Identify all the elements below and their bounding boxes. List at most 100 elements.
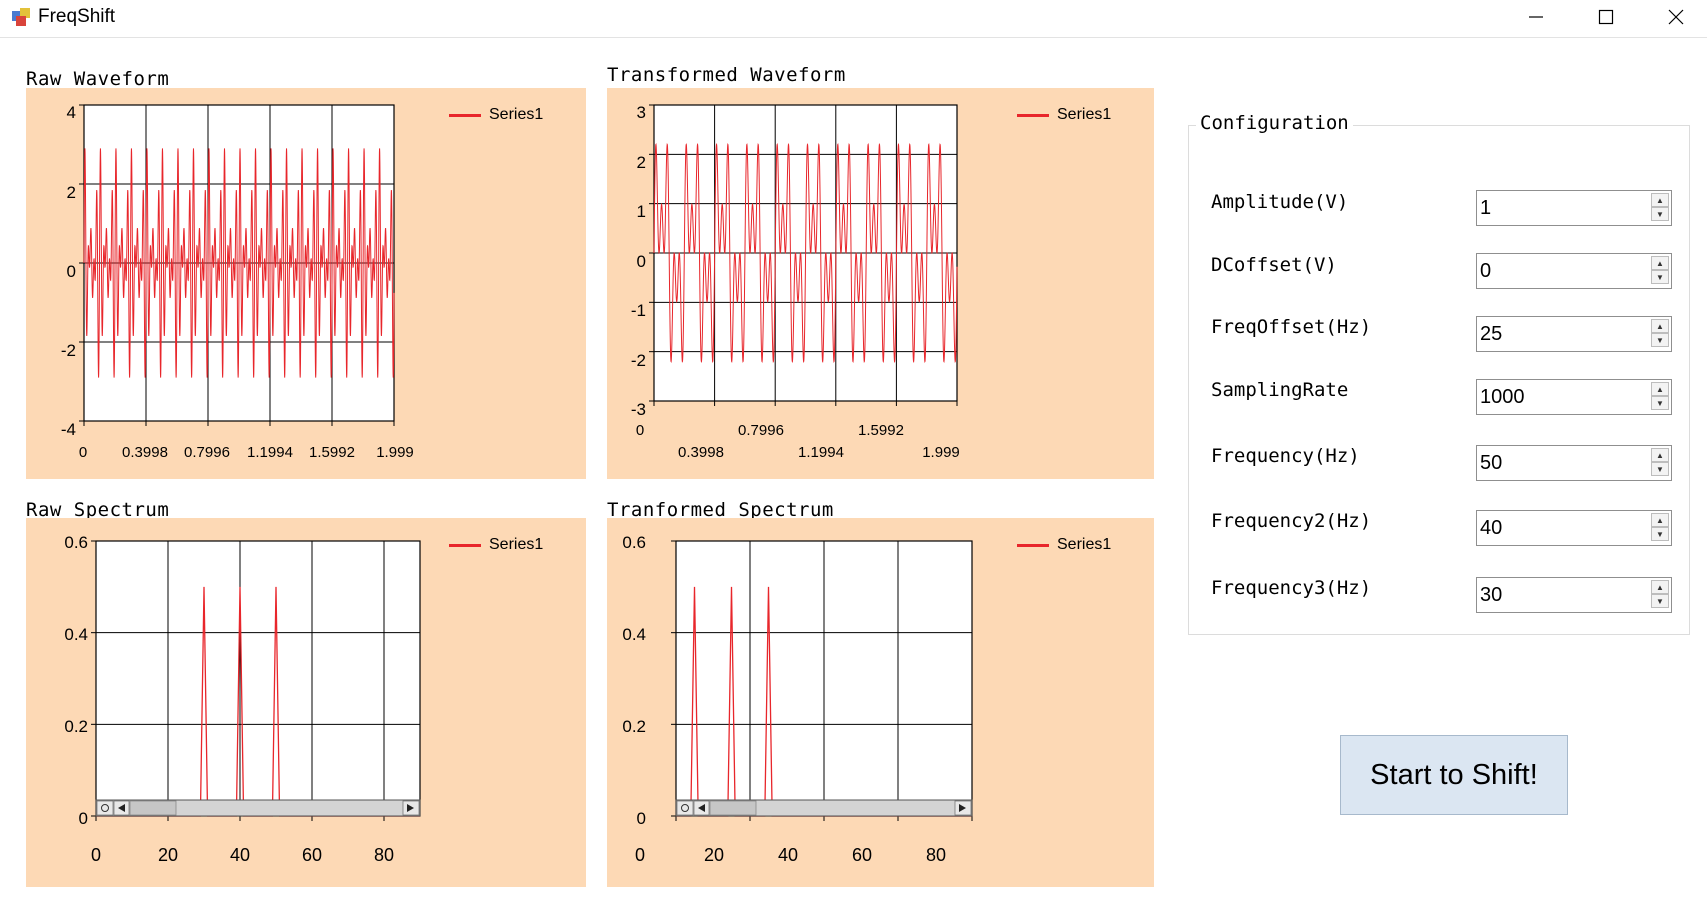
amplitude-label: Amplitude(V) xyxy=(1211,191,1349,213)
x-tick-label: 1.5992 xyxy=(309,444,355,461)
raw-waveform-caption: Raw Waveform xyxy=(26,68,170,90)
frequency-label: Frequency(Hz) xyxy=(1211,445,1360,467)
transformed-spectrum-caption: Tranformed Spectrum xyxy=(607,499,834,521)
x-tick-label: 0 xyxy=(78,444,88,461)
frequency3-label: Frequency3(Hz) xyxy=(1211,577,1372,599)
spin-up-icon[interactable]: ▲ xyxy=(1651,382,1669,396)
freqoffset-label: FreqOffset(Hz) xyxy=(1211,316,1372,338)
zoom-reset-icon xyxy=(96,800,114,816)
zoom-reset-icon xyxy=(681,804,689,812)
samplingrate-label: SamplingRate xyxy=(1211,379,1349,401)
y-tick-label: 0 xyxy=(78,809,88,828)
chart-legend: Series1 xyxy=(449,106,543,124)
raw-waveform-chart: 4 2 0 -2 -4 0 0.3998 0.7996 1.1994 1.599… xyxy=(26,88,586,479)
maximize-button[interactable] xyxy=(1576,0,1636,34)
title-bar: FreqShift xyxy=(0,0,1707,38)
series1-line xyxy=(653,143,958,363)
spin-down-icon[interactable]: ▼ xyxy=(1651,270,1669,284)
maximize-icon xyxy=(1598,9,1614,25)
y-tick-label: -2 xyxy=(630,351,646,370)
frequency2-label: Frequency2(Hz) xyxy=(1211,510,1372,532)
close-button[interactable] xyxy=(1646,0,1706,34)
freqoffset-value[interactable]: 25 xyxy=(1480,323,1503,345)
app-window-icon xyxy=(12,8,30,26)
y-tick-label: 0.2 xyxy=(64,717,88,736)
configuration-group xyxy=(1188,125,1690,635)
spin-up-icon[interactable]: ▲ xyxy=(1651,319,1669,333)
spin-down-icon[interactable]: ▼ xyxy=(1651,333,1669,347)
raw-spectrum-caption: Raw Spectrum xyxy=(26,499,170,521)
x-tick-label: 1.999 xyxy=(922,444,960,461)
x-tick-label: 20 xyxy=(157,845,179,865)
transformed-waveform-caption: Transformed Waveform xyxy=(607,64,846,86)
scroll-right-icon xyxy=(407,804,414,812)
start-to-shift-button[interactable]: Start to Shift! xyxy=(1340,735,1568,815)
minimize-icon xyxy=(1529,16,1543,18)
spin-down-icon[interactable]: ▼ xyxy=(1651,207,1669,221)
spin-up-icon[interactable]: ▲ xyxy=(1651,193,1669,207)
series1-line xyxy=(96,586,420,817)
scroll-thumb xyxy=(129,800,177,816)
x-tick-label: 60 xyxy=(301,845,323,865)
raw-spectrum-plot xyxy=(91,540,421,821)
spin-up-icon[interactable]: ▲ xyxy=(1651,513,1669,527)
x-tick-label: 1.999 xyxy=(376,444,414,461)
frequency3-value[interactable]: 30 xyxy=(1480,584,1503,606)
spin-up-icon[interactable]: ▲ xyxy=(1651,448,1669,462)
legend-label: Series1 xyxy=(489,536,544,553)
spin-down-icon[interactable]: ▼ xyxy=(1651,462,1669,476)
frequency2-value[interactable]: 40 xyxy=(1480,517,1503,539)
zoom-reset-icon xyxy=(676,800,694,816)
spin-down-icon[interactable]: ▼ xyxy=(1651,594,1669,608)
x-tick-label: 0 xyxy=(635,422,645,439)
legend-swatch xyxy=(449,543,481,547)
y-tick-label: 2 xyxy=(66,183,76,202)
configuration-title: Configuration xyxy=(1196,112,1353,134)
window-title: FreqShift xyxy=(38,6,116,27)
series1-line xyxy=(83,148,395,378)
y-tick-label: 0.6 xyxy=(64,533,88,552)
y-tick-label: 0.6 xyxy=(622,533,646,552)
samplingrate-spinbox[interactable]: 1000 ▲ ▼ xyxy=(1476,379,1672,415)
x-tick-label: 0 xyxy=(634,845,645,865)
frequency2-spinbox[interactable]: 40 ▲ ▼ xyxy=(1476,510,1672,546)
legend-label: Series1 xyxy=(1057,536,1112,553)
frequency-spinbox[interactable]: 50 ▲ ▼ xyxy=(1476,445,1672,481)
x-tick-label: 0.3998 xyxy=(678,444,724,461)
samplingrate-value[interactable]: 1000 xyxy=(1480,386,1525,408)
dcoffset-spinbox[interactable]: 0 ▲ ▼ xyxy=(1476,253,1672,289)
scroll-left-icon xyxy=(118,804,125,812)
frequency-value[interactable]: 50 xyxy=(1480,452,1503,474)
raw-spectrum-chart: 0.6 0.4 0.2 0 0 20 40 60 80 Series1 xyxy=(26,518,586,887)
minimize-button[interactable] xyxy=(1506,0,1566,34)
y-tick-label: 0.2 xyxy=(622,717,646,736)
transformed-spectrum-chart: 0.6 0.4 0.2 0 0 20 40 60 80 Series1 xyxy=(607,518,1154,887)
dcoffset-value[interactable]: 0 xyxy=(1480,260,1492,282)
legend-label: Series1 xyxy=(1057,106,1112,123)
freqoffset-spinbox[interactable]: 25 ▲ ▼ xyxy=(1476,316,1672,352)
legend-swatch xyxy=(449,113,481,117)
x-tick-label: 20 xyxy=(703,845,725,865)
spin-down-icon[interactable]: ▼ xyxy=(1651,396,1669,410)
x-tick-label: 1.5992 xyxy=(858,422,904,439)
x-tick-label: 1.1994 xyxy=(247,444,293,461)
x-tick-label: 60 xyxy=(851,845,873,865)
x-tick-label: 40 xyxy=(777,845,799,865)
frequency3-spinbox[interactable]: 30 ▲ ▼ xyxy=(1476,577,1672,613)
x-tick-label: 80 xyxy=(925,845,947,865)
zoom-reset-icon xyxy=(101,804,109,812)
spin-down-icon[interactable]: ▼ xyxy=(1651,527,1669,541)
y-tick-label: 0 xyxy=(636,809,646,828)
spin-up-icon[interactable]: ▲ xyxy=(1651,256,1669,270)
chart-legend: Series1 xyxy=(1017,106,1111,124)
y-tick-label: 0.4 xyxy=(64,625,88,644)
y-tick-label: -3 xyxy=(630,400,646,419)
amplitude-spinbox[interactable]: 1 ▲ ▼ xyxy=(1476,190,1672,226)
y-tick-label: -1 xyxy=(630,301,646,320)
y-tick-label: 3 xyxy=(636,103,646,122)
x-tick-label: 1.1994 xyxy=(798,444,844,461)
amplitude-value[interactable]: 1 xyxy=(1480,197,1492,219)
spin-up-icon[interactable]: ▲ xyxy=(1651,580,1669,594)
y-tick-label: 0.4 xyxy=(622,625,646,644)
scroll-right-icon xyxy=(959,804,966,812)
